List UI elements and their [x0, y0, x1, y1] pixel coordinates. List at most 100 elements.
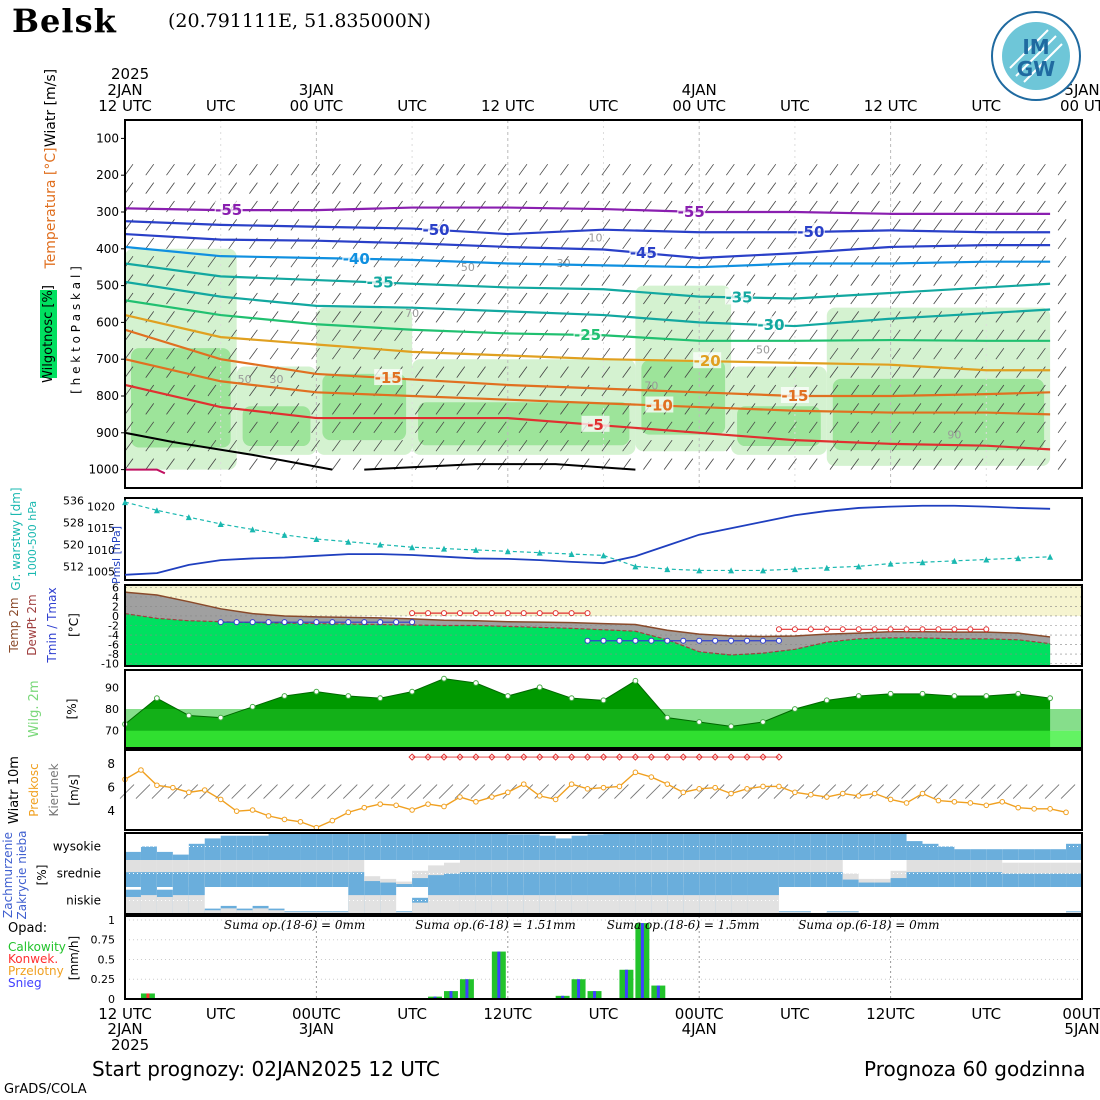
temp-tick-label: -6 — [108, 639, 119, 652]
wind-barb — [166, 458, 175, 470]
wind-barb — [995, 292, 1005, 305]
wind-direction-barb — [709, 784, 725, 799]
wind-barb — [601, 384, 611, 397]
wind-barb — [497, 311, 507, 323]
cloud-bar-inner — [970, 872, 987, 887]
wind-barb — [933, 274, 942, 286]
cloud-bar — [380, 833, 397, 860]
cloud-bar — [890, 833, 908, 860]
wind-speed-marker — [935, 797, 942, 804]
wind-barb — [373, 403, 383, 415]
cloud-bar-inner — [332, 872, 349, 887]
wind-speed-marker — [808, 791, 814, 798]
cloud-cell — [300, 887, 317, 914]
y-tick-label: 700 — [96, 352, 119, 366]
cloud-cell — [890, 887, 908, 914]
wind-barb — [394, 384, 403, 397]
wind-barb — [580, 439, 590, 452]
cloud-bar — [332, 833, 349, 860]
cloud-bar-inner — [1018, 873, 1035, 887]
wind-direction-barb — [167, 784, 183, 799]
humidity-marker — [728, 723, 734, 730]
humidity-marker — [217, 714, 224, 721]
humidity-marker — [504, 693, 511, 699]
wind-barb — [166, 237, 175, 250]
wind-speed-marker — [712, 784, 718, 791]
wind-barb — [643, 292, 652, 305]
cloud-bar — [1066, 843, 1083, 860]
isotherm-label-bg — [422, 220, 451, 237]
isotherm — [124, 328, 1051, 398]
wind-barb — [912, 366, 922, 378]
wind-direction-barb — [965, 784, 980, 799]
wind-barb — [352, 237, 362, 250]
humidity2m-axis-label: Wilg. 2m — [27, 680, 42, 737]
wind-speed-marker — [696, 786, 703, 792]
humidity-marker — [377, 695, 384, 702]
wind-barb — [808, 237, 818, 250]
wind-barb — [1057, 329, 1067, 342]
wind-barb — [456, 421, 466, 434]
precip-snow-bar — [656, 985, 660, 999]
cloud-bar — [1034, 849, 1051, 860]
wind-barb — [207, 439, 217, 452]
wind-barb — [829, 255, 839, 268]
station-coordinates: (20.791111E, 51.835000N) — [168, 10, 431, 32]
cloud-level-label: wysokie — [53, 840, 101, 854]
gph-marker — [409, 544, 416, 551]
wind-barb — [601, 403, 611, 415]
wind-direction-barb — [980, 784, 996, 799]
wind-barb — [954, 163, 963, 176]
wind-barb — [435, 403, 445, 415]
precip-legend-item: Snieg — [8, 976, 42, 990]
wind-barb — [373, 163, 383, 176]
wind-barb — [663, 163, 673, 176]
wind-barb — [601, 439, 611, 452]
wind-barb — [995, 347, 1005, 360]
wind-barb — [746, 311, 756, 323]
wind-barb — [684, 182, 694, 194]
wind-barb — [601, 292, 611, 305]
cloud-bar-inner — [603, 895, 620, 914]
wind-barb — [394, 329, 403, 342]
wind-direction-barb — [470, 784, 486, 799]
wind-barb — [954, 292, 963, 305]
wind-barb — [850, 219, 860, 231]
wind-barb — [124, 366, 134, 378]
wind-barb — [352, 311, 362, 323]
wind-barb — [124, 182, 134, 194]
wind-speed-marker — [903, 800, 910, 806]
cloud-cell — [970, 887, 987, 914]
wind-barb — [560, 366, 569, 378]
wind-speed-marker — [664, 781, 671, 787]
humidity-band — [125, 709, 1082, 731]
wind-barb — [622, 237, 631, 250]
wind-barb — [912, 219, 922, 231]
isotherm — [124, 313, 1051, 372]
cloud-cell — [954, 887, 971, 914]
cloud-bar-inner — [380, 882, 397, 887]
wind-barb — [290, 458, 300, 470]
y-tick-label: 400 — [96, 242, 119, 256]
cloud-bar-inner — [284, 872, 301, 887]
humidity-marker — [919, 690, 926, 697]
wind-barb — [705, 439, 714, 452]
wind-barb — [207, 384, 217, 397]
cloud-bar-inner — [428, 895, 445, 914]
wind-barb — [643, 163, 652, 176]
cloud-bar — [619, 833, 636, 860]
tminmax-marker — [313, 619, 320, 626]
wind-barb — [435, 439, 445, 452]
temp-tick-label: 4 — [112, 591, 119, 604]
wind-barb — [725, 347, 735, 360]
isotherm — [124, 232, 1051, 260]
cloud-bar-inner — [268, 910, 285, 914]
wind-speed-marker — [1015, 804, 1022, 811]
wind-barb — [145, 237, 155, 250]
wind-barb — [643, 458, 652, 470]
cloud-bar — [842, 833, 860, 860]
wind-barb — [1016, 311, 1025, 323]
wind-barb — [788, 182, 797, 194]
wind-direction-barb — [311, 784, 326, 799]
tminmax-marker — [520, 610, 527, 617]
